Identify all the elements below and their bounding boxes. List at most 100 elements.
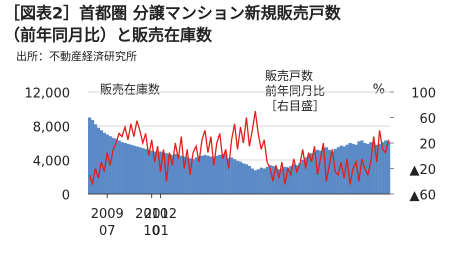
bar (212, 157, 216, 194)
bar (256, 169, 260, 194)
bar (378, 143, 382, 194)
bar (105, 134, 109, 194)
bar (120, 142, 124, 194)
series-label: 販売在庫数 (100, 82, 160, 97)
bar (164, 153, 169, 194)
bar (117, 140, 121, 194)
y-tick-label: 8,000 (33, 121, 70, 136)
bar (286, 167, 290, 194)
bar (114, 138, 118, 194)
bar (170, 154, 175, 194)
bar (274, 167, 278, 194)
bar (159, 151, 163, 194)
bar (280, 168, 284, 194)
bar (188, 158, 192, 194)
bar (209, 156, 213, 194)
bar (318, 150, 323, 194)
bar (153, 151, 157, 194)
bar (156, 152, 160, 194)
x-tick-label-line: 2012 (144, 207, 177, 222)
bar (197, 156, 201, 194)
bar (253, 170, 257, 194)
bar (111, 137, 115, 194)
bar (93, 124, 98, 194)
bar (250, 168, 255, 194)
bar (265, 166, 269, 194)
bar (301, 160, 305, 194)
bar (336, 147, 340, 194)
bar (218, 154, 222, 194)
bar (360, 140, 364, 194)
bar (357, 141, 361, 194)
bar (144, 148, 148, 194)
x-tick-label-line: 01 (152, 224, 169, 239)
bar (369, 142, 373, 194)
bar (327, 149, 331, 194)
bar (342, 146, 346, 194)
bar (150, 150, 154, 194)
bar (126, 143, 130, 194)
bar (381, 142, 385, 194)
y2-tick-label: 20 (419, 138, 436, 153)
bar (366, 143, 370, 194)
series-label: 販売戸数前年同月比［右目盛］ (265, 68, 325, 113)
bar (224, 153, 228, 194)
bar (176, 154, 180, 194)
bar (330, 151, 334, 194)
chart-title: （前年同月比）と販売在庫数 (4, 26, 213, 45)
bar (313, 151, 317, 194)
y2-tick-label: 60 (419, 112, 436, 127)
bar (233, 159, 237, 194)
bar (321, 148, 326, 194)
bar (200, 155, 204, 194)
bar (307, 155, 311, 194)
chart-title: ［図表2］首都圏 分譲マンション新規販売戸数 (4, 4, 342, 23)
bar (185, 157, 189, 194)
y-tick-label: 4,000 (33, 155, 70, 170)
bar (167, 154, 172, 194)
bar (239, 161, 243, 194)
bar (191, 159, 195, 194)
bar (277, 169, 281, 194)
bar (230, 157, 234, 194)
bar (129, 144, 133, 194)
x-tick-label: 2010 10 (135, 207, 168, 239)
bar (179, 155, 183, 194)
bar (194, 157, 198, 194)
x-tick-label-line: 07 (99, 224, 116, 239)
x-tick-label: 2012 01 (144, 207, 177, 239)
bar (123, 143, 127, 194)
bar (138, 147, 142, 194)
bar (298, 163, 302, 194)
y-tick-label: 12,000 (25, 87, 71, 102)
bar (375, 144, 379, 194)
bar (292, 164, 296, 194)
bar (304, 157, 308, 194)
bar (96, 127, 101, 194)
x-tick-label: 2009 07 (91, 207, 124, 239)
y2-tick-label: ▲20 (409, 163, 436, 178)
source: 出所：不動産経済研究所 (16, 49, 137, 63)
x-tick-label-line: 10 (143, 224, 160, 239)
bar (90, 120, 95, 194)
bar (348, 143, 352, 194)
y2-unit: % (373, 83, 385, 98)
bar (147, 149, 151, 194)
bar (132, 145, 136, 194)
bar (141, 148, 145, 194)
x-tick-label-line: 2009 (91, 207, 124, 222)
bar (88, 117, 92, 194)
bar (227, 158, 231, 194)
bar (162, 152, 166, 194)
bar (241, 163, 246, 194)
bar (289, 165, 293, 194)
bar (102, 132, 106, 194)
bar (247, 165, 252, 194)
bar (215, 155, 219, 194)
bar (135, 146, 139, 194)
bar (268, 165, 272, 194)
bar (221, 154, 225, 194)
bar (384, 140, 388, 194)
bar (244, 164, 249, 194)
y2-tick-label: 100 (411, 87, 436, 102)
